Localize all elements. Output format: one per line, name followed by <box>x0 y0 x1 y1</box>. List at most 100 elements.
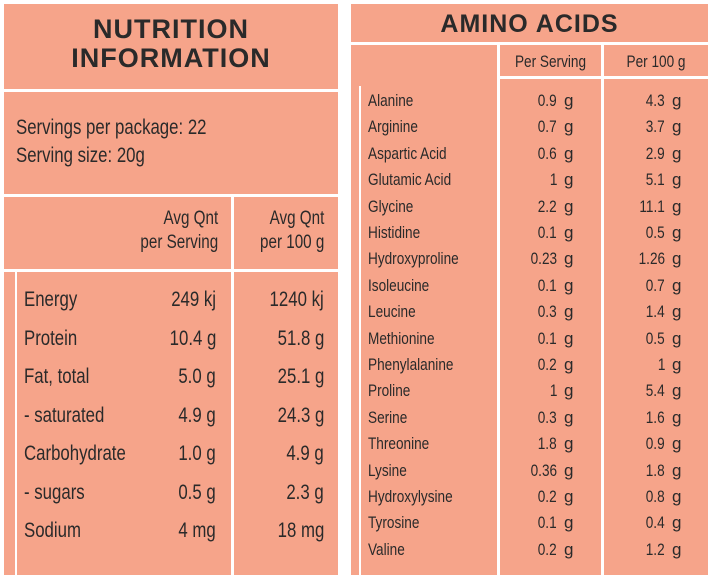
amino-per-serving: 0.1 <box>538 223 557 242</box>
amino-unit: g <box>672 513 682 533</box>
amino-unit: g <box>672 328 682 348</box>
amino-unit: g <box>564 143 574 163</box>
amino-per-serving: 1 <box>549 170 557 190</box>
amino-per-100g: 0.4 <box>646 513 665 533</box>
amino-unit: g <box>672 249 682 269</box>
amino-per-serving: 0.3 <box>538 407 557 427</box>
nutrient-per-serving: 4.9 g <box>178 403 216 427</box>
divider <box>231 194 234 575</box>
amino-per-serving: 0.36 <box>530 460 557 480</box>
amino-name: Threonine <box>368 434 430 454</box>
amino-name: Phenylalanine <box>368 355 454 374</box>
amino-panel: AMINO ACIDS Per Serving Per 100 g Alanin… <box>351 4 708 575</box>
col-header-per-serving: Avg Qnt per Serving <box>140 208 218 253</box>
amino-unit: g <box>672 302 682 322</box>
amino-unit: g <box>672 223 682 242</box>
amino-unit: g <box>672 381 682 401</box>
divider <box>4 194 338 197</box>
col-header-per-100g: Avg Qnt per 100 g <box>259 208 324 253</box>
amino-unit: g <box>672 275 682 295</box>
amino-per-serving: 1 <box>549 381 557 401</box>
divider <box>601 45 604 575</box>
nutrient-name: Sodium <box>24 519 81 542</box>
amino-per-100g: 0.8 <box>646 487 665 506</box>
divider <box>497 45 500 575</box>
nutrient-per-100g: 18 mg <box>277 519 324 542</box>
divider <box>351 42 708 45</box>
amino-per-100g: 1.2 <box>646 539 665 559</box>
amino-per-serving: 0.1 <box>538 275 557 295</box>
divider <box>4 269 338 272</box>
amino-unit: g <box>672 143 682 163</box>
nutrient-per-serving: 5.0 g <box>178 365 216 388</box>
amino-unit: g <box>672 460 682 480</box>
amino-per-serving: 0.6 <box>538 143 557 163</box>
amino-unit: g <box>564 275 574 295</box>
divider <box>15 272 17 575</box>
nutrient-per-serving: 1.0 g <box>178 442 216 465</box>
nutrition-panel: NUTRITION INFORMATION Servings per packa… <box>4 4 338 575</box>
amino-per-100g: 0.9 <box>646 434 665 454</box>
amino-name: Methionine <box>368 328 435 348</box>
amino-unit: g <box>672 487 682 506</box>
amino-per-serving: 0.3 <box>538 302 557 322</box>
amino-name: Valine <box>368 539 405 559</box>
amino-name: Proline <box>368 381 411 401</box>
amino-unit: g <box>564 460 574 480</box>
amino-per-serving: 0.2 <box>538 539 557 559</box>
amino-name: Arginine <box>368 117 418 137</box>
nutrient-per-serving: 10.4 g <box>169 326 216 350</box>
nutrient-per-100g: 4.9 g <box>286 442 324 465</box>
amino-unit: g <box>672 355 682 374</box>
nutrient-name: Carbohydrate <box>24 442 126 465</box>
divider <box>359 86 361 575</box>
nutrient-per-100g: 24.3 g <box>277 403 324 427</box>
amino-per-serving: 2.2 <box>538 196 557 216</box>
amino-name: Histidine <box>368 223 421 242</box>
amino-unit: g <box>564 223 574 242</box>
amino-per-serving: 0.7 <box>538 117 557 137</box>
amino-per-serving: 0.23 <box>530 249 557 269</box>
amino-per-100g: 1.26 <box>638 249 665 269</box>
amino-unit: g <box>564 407 574 427</box>
nutrient-per-100g: 25.1 g <box>277 365 324 388</box>
amino-per-serving: 0.9 <box>538 91 557 110</box>
amino-per-serving: 1.8 <box>538 434 557 454</box>
nutrient-per-serving: 0.5 g <box>178 480 216 504</box>
amino-per-serving: 0.1 <box>538 513 557 533</box>
amino-per-100g: 3.7 <box>646 117 665 137</box>
nutrient-name: Fat, total <box>24 365 90 388</box>
amino-name: Aspartic Acid <box>368 143 447 163</box>
amino-unit: g <box>564 539 574 559</box>
amino-per-100g: 5.1 <box>646 170 665 190</box>
amino-unit: g <box>672 91 682 110</box>
amino-unit: g <box>564 302 574 322</box>
nutrition-title: NUTRITION INFORMATION <box>71 14 271 73</box>
amino-name: Lysine <box>368 460 407 480</box>
amino-unit: g <box>564 381 574 401</box>
amino-per-100g: 0.5 <box>646 328 665 348</box>
amino-unit: g <box>564 249 574 269</box>
nutrient-name: Energy <box>24 288 78 311</box>
amino-per-100g: 1.6 <box>646 407 665 427</box>
amino-unit: g <box>564 487 574 506</box>
amino-unit: g <box>564 355 574 374</box>
amino-unit: g <box>564 434 574 454</box>
nutrient-name: Protein <box>24 326 78 350</box>
nutrient-per-serving: 4 mg <box>178 519 216 542</box>
amino-title: AMINO ACIDS <box>440 10 619 38</box>
serving-size: Serving size: 20g <box>16 144 145 167</box>
amino-per-100g: 4.3 <box>646 91 665 110</box>
amino-per-serving: 0.2 <box>538 487 557 506</box>
col-header-per-100g: Per 100 g <box>626 52 686 71</box>
amino-per-100g: 1 <box>657 355 665 374</box>
amino-name: Glycine <box>368 196 414 216</box>
amino-per-serving: 0.1 <box>538 328 557 348</box>
amino-name: Glutamic Acid <box>368 170 452 190</box>
nutrient-name: - sugars <box>24 480 85 504</box>
amino-unit: g <box>564 117 574 137</box>
amino-name: Serine <box>368 407 408 427</box>
col-header-per-serving: Per Serving <box>514 52 587 71</box>
amino-per-100g: 11.1 <box>639 196 665 216</box>
amino-per-100g: 2.9 <box>646 143 665 163</box>
